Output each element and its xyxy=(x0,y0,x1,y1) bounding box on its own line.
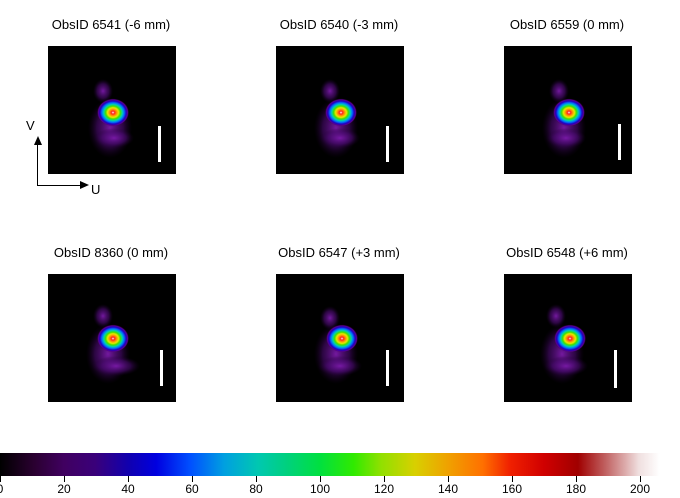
panel-title: ObsID 6559 (0 mm) xyxy=(509,17,625,32)
psf-image xyxy=(504,46,632,174)
v-axis-label: V xyxy=(26,118,35,133)
u-arrow-icon xyxy=(80,181,89,189)
colorbar-tick-label: 200 xyxy=(629,482,651,496)
panel-title: ObsID 6541 (-6 mm) xyxy=(51,17,171,32)
psf-blob xyxy=(86,304,140,384)
colorbar-tick-label: 180 xyxy=(565,482,587,496)
colorbar-tick xyxy=(64,476,65,482)
colorbar-tick xyxy=(256,476,257,482)
psf-image xyxy=(48,46,176,174)
panel-title: ObsID 6540 (-3 mm) xyxy=(279,17,399,32)
psf-image xyxy=(48,274,176,402)
scale-bar xyxy=(618,124,621,160)
colorbar-tick xyxy=(576,476,577,482)
psf-blob xyxy=(314,79,360,158)
colorbar-tick xyxy=(320,476,321,482)
psf-blob xyxy=(314,306,362,384)
v-arrow-icon xyxy=(34,136,42,145)
colorbar-tick-label: 160 xyxy=(501,482,523,496)
panel-title: ObsID 6548 (+6 mm) xyxy=(506,245,628,260)
colorbar-tick xyxy=(448,476,449,482)
colorbar-tick-label: 20 xyxy=(57,482,71,496)
psf-image xyxy=(276,274,404,402)
scale-bar xyxy=(158,126,161,162)
colorbar-tick-label: 140 xyxy=(437,482,459,496)
colorbar-tick xyxy=(512,476,513,482)
v-axis-line xyxy=(37,144,38,186)
psf-image xyxy=(276,46,404,174)
colorbar xyxy=(0,453,680,476)
colorbar-tick xyxy=(0,476,1,482)
panel-title: ObsID 8360 (0 mm) xyxy=(53,245,169,260)
colorbar-tick-label: 0 xyxy=(0,482,20,496)
psf-image xyxy=(504,274,632,402)
colorbar-tick-label: 40 xyxy=(121,482,135,496)
colorbar-tick-label: 120 xyxy=(373,482,395,496)
u-axis-line xyxy=(37,185,81,186)
colorbar-tick-label: 100 xyxy=(309,482,331,496)
scale-bar xyxy=(386,126,389,162)
colorbar-tick-label: 60 xyxy=(185,482,199,496)
scale-bar xyxy=(160,350,163,386)
scale-bar xyxy=(614,350,617,388)
u-axis-label: U xyxy=(91,182,101,197)
colorbar-ticks: 0 20 40 60 80 100 120 140 160 180 200 xyxy=(0,476,680,498)
psf-blob xyxy=(88,79,134,158)
colorbar-tick xyxy=(192,476,193,482)
psf-blob xyxy=(542,79,586,158)
psf-blob xyxy=(540,304,588,384)
scale-bar xyxy=(386,350,389,386)
panel-title: ObsID 6547 (+3 mm) xyxy=(278,245,400,260)
colorbar-tick-label: 80 xyxy=(249,482,263,496)
colorbar-tick xyxy=(128,476,129,482)
colorbar-tick xyxy=(640,476,641,482)
colorbar-tick xyxy=(384,476,385,482)
